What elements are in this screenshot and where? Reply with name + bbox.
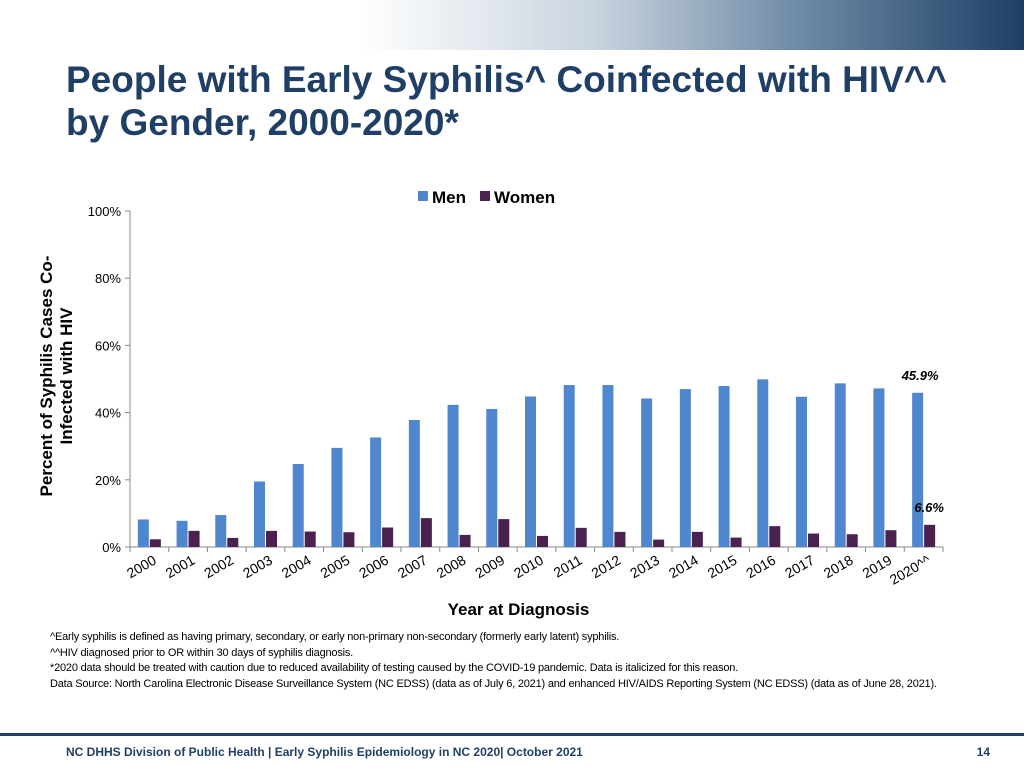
x-tick-label: 2016	[743, 552, 778, 582]
legend-label: Men	[432, 188, 466, 207]
bar-men	[602, 385, 614, 547]
bar-women	[382, 527, 394, 547]
x-tick-label: 2002	[201, 552, 236, 582]
bar-men	[408, 419, 420, 547]
y-tick-label: 20%	[95, 473, 121, 488]
bar-women	[885, 530, 897, 547]
x-tick-label: 2017	[782, 552, 817, 582]
bar-men	[641, 398, 653, 547]
x-tick-label: 2010	[511, 552, 546, 582]
y-axis-title-line: Percent of Syphilis Cases Co-	[37, 256, 56, 497]
y-tick-label: 80%	[95, 271, 121, 286]
x-tick-label: 2004	[279, 552, 314, 582]
bar-men	[215, 515, 227, 547]
footer-rule	[0, 733, 1024, 736]
bar-women	[691, 531, 703, 547]
slide-title: People with Early Syphilis^ Coinfected w…	[66, 59, 948, 143]
x-tick-label: 2007	[395, 552, 430, 582]
y-tick-label: 100%	[88, 204, 122, 219]
bar-women	[188, 530, 200, 547]
bar-men	[834, 383, 846, 547]
bar-men	[254, 481, 265, 547]
bar-men	[757, 379, 769, 547]
x-tick-label: 2011	[551, 552, 585, 581]
x-tick-label: 2006	[356, 552, 391, 582]
bar-men	[563, 385, 575, 547]
x-tick-label: 2018	[821, 552, 856, 582]
footnote-early-syphilis-definition: ^Early syphilis is defined as having pri…	[50, 631, 620, 643]
bar-women	[653, 539, 665, 547]
legend-label: Women	[494, 188, 555, 207]
bar-men	[486, 408, 498, 547]
x-tick-label: 2003	[240, 552, 275, 582]
bar-women	[575, 527, 587, 547]
legend-swatch	[480, 191, 490, 201]
bar-men	[873, 388, 885, 547]
bar-women	[343, 532, 355, 547]
data-label: 6.6%	[914, 500, 944, 515]
x-tick-label: 2013	[627, 552, 662, 582]
bar-men	[292, 464, 304, 547]
x-tick-label: 2001	[163, 552, 198, 582]
data-label: 45.9%	[901, 368, 939, 383]
bar-men	[525, 396, 536, 547]
bar-women	[227, 537, 239, 547]
bar-women	[924, 524, 936, 547]
bar-women	[808, 533, 819, 547]
footnote-2020-caution: *2020 data should be treated with cautio…	[50, 662, 739, 674]
x-tick-label: 2012	[588, 552, 623, 582]
bar-women	[420, 518, 432, 547]
bar-men	[796, 396, 807, 547]
bar-women	[266, 530, 277, 547]
y-tick-label: 60%	[95, 338, 121, 353]
bar-women	[537, 535, 548, 547]
bar-women	[846, 534, 858, 547]
bar-men	[176, 520, 188, 547]
bar-women	[730, 537, 742, 547]
x-tick-label: 2014	[666, 552, 701, 582]
x-tick-label: 2009	[472, 552, 507, 582]
x-tick-label: 2005	[317, 552, 352, 582]
bar-chart: 0%20%40%60%80%100%2000 2001 2002 2003 2004 20…	[37, 188, 944, 619]
y-axis-title-line: Infected with HIV	[57, 307, 76, 445]
legend-swatch	[418, 191, 428, 201]
bar-men	[718, 386, 730, 547]
x-tick-label: 2008	[434, 552, 469, 582]
x-tick-label: 2000	[124, 552, 159, 582]
footnote-hiv-definition: ^^HIV diagnosed prior to OR within 30 da…	[50, 646, 354, 659]
bar-women	[498, 519, 510, 547]
x-axis-title: Year at Diagnosis	[448, 600, 590, 619]
y-tick-label: 40%	[95, 406, 121, 421]
bar-women	[149, 539, 161, 547]
bar-women	[769, 526, 781, 547]
x-tick-label: 2015	[705, 552, 740, 582]
footnotes: ^Early syphilis is defined as having pri…	[50, 630, 990, 692]
bar-men	[370, 437, 382, 547]
page-number: 14	[976, 745, 990, 759]
bar-men	[137, 519, 149, 547]
bar-men	[447, 404, 459, 547]
bar-women	[459, 534, 471, 547]
bar-men	[912, 392, 924, 547]
y-tick-label: 0%	[102, 540, 121, 555]
bar-women	[614, 531, 626, 547]
bar-men	[679, 389, 691, 547]
bar-women	[304, 531, 316, 547]
bar-men	[331, 447, 343, 547]
x-tick-label: 2020^^	[887, 552, 934, 588]
footer-text: NC DHHS Division of Public Health | Earl…	[66, 745, 583, 759]
footnote-data-source: Data Source: North Carolina Electronic D…	[50, 677, 937, 690]
header-gradient-band	[0, 0, 1024, 50]
